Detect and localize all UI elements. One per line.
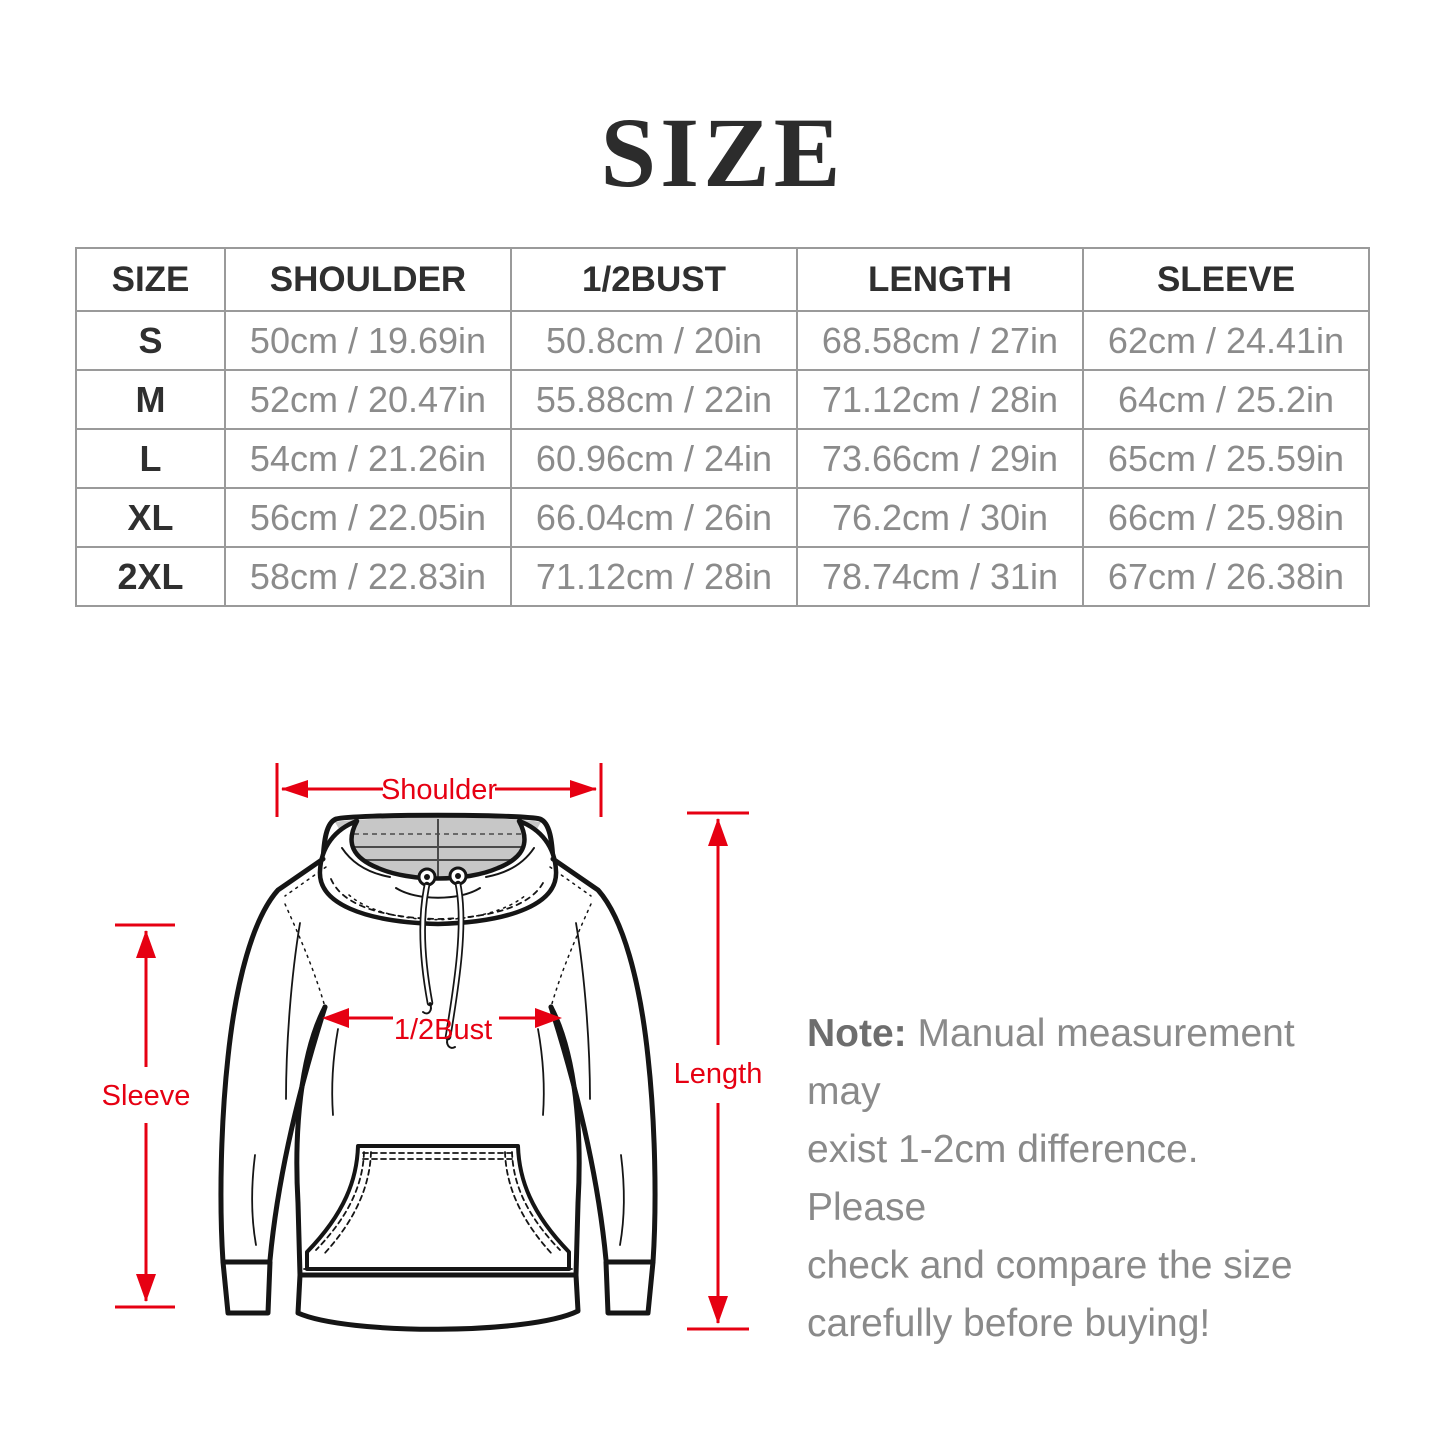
size-cell: S [75, 310, 226, 371]
measurement-cell: 71.12cm / 28in [796, 369, 1084, 430]
drawstrings [419, 880, 465, 1049]
size-cell: L [75, 428, 226, 489]
measurement-cell: 66.04cm / 26in [510, 487, 798, 548]
hood-interior [335, 817, 541, 882]
note-label: Note: [807, 1012, 907, 1055]
measurement-cell: 65cm / 25.59in [1082, 428, 1370, 489]
measurement-cell: 78.74cm / 31in [796, 546, 1084, 607]
table-row: 2XL 58cm / 22.83in 71.12cm / 28in 78.74cm /… [75, 546, 1370, 607]
size-table-body: S 50cm / 19.69in 50.8cm / 20in 68.58cm / 27… [75, 310, 1370, 607]
size-table-header-row: SIZE SHOULDER 1/2BUST LENGTH SLEEVE [75, 247, 1370, 312]
column-header: SIZE [75, 247, 226, 312]
table-row: M 52cm / 20.47in 55.88cm / 22in 71.12cm / 2… [75, 369, 1370, 430]
column-header: SHOULDER [224, 247, 512, 312]
measurement-cell: 67cm / 26.38in [1082, 546, 1370, 607]
hem-band [295, 1268, 581, 1332]
measurement-cell: 52cm / 20.47in [224, 369, 512, 430]
size-cell: XL [75, 487, 226, 548]
measurement-cell: 64cm / 25.2in [1082, 369, 1370, 430]
measurement-cell: 50.8cm / 20in [510, 310, 798, 371]
table-row: L 54cm / 21.26in 60.96cm / 24in 73.66cm / 2… [75, 428, 1370, 489]
page-title: SIZE [600, 97, 845, 208]
length-arrow-label: Length [674, 1058, 763, 1090]
half-bust-arrow: 1/2Bust [322, 1008, 562, 1046]
sleeve-arrow-label: Sleeve [102, 1080, 191, 1112]
measurement-cell: 62cm / 24.41in [1082, 310, 1370, 371]
sleeve-cuffs [220, 1259, 656, 1316]
kangaroo-pocket [305, 1144, 571, 1271]
measurement-cell: 73.66cm / 29in [796, 428, 1084, 489]
size-cell: M [75, 369, 226, 430]
size-cell: 2XL [75, 546, 226, 607]
length-arrow: Length [674, 811, 763, 1331]
hoodie-measurement-diagram: Shoulder 1/2Bust Sleeve [102, 763, 763, 1332]
measurement-cell: 55.88cm / 22in [510, 369, 798, 430]
measurement-cell: 54cm / 21.26in [224, 428, 512, 489]
shoulder-arrow: Shoulder [275, 763, 603, 817]
measurement-cell: 56cm / 22.05in [224, 487, 512, 548]
collar-fold-creases [330, 847, 546, 921]
column-header: LENGTH [796, 247, 1084, 312]
measurement-cell: 68.58cm / 27in [796, 310, 1084, 371]
hood-outline [320, 812, 556, 864]
measurement-cell: 71.12cm / 28in [510, 546, 798, 607]
measurement-cell: 66cm / 25.98in [1082, 487, 1370, 548]
column-header: SLEEVE [1082, 247, 1370, 312]
hood-collar [317, 818, 559, 927]
column-header: 1/2BUST [510, 247, 798, 312]
sleeve-arrow: Sleeve [102, 923, 191, 1309]
measurement-annotations: Shoulder 1/2Bust Sleeve [102, 763, 763, 1331]
body-and-sleeves [218, 856, 658, 1278]
measurement-cell: 50cm / 19.69in [224, 310, 512, 371]
half-bust-arrow-label: 1/2Bust [394, 1014, 492, 1046]
measurement-cell: 60.96cm / 24in [510, 428, 798, 489]
measurement-cell: 58cm / 22.83in [224, 546, 512, 607]
table-row: XL 56cm / 22.05in 66.04cm / 26in 76.2cm / 3… [75, 487, 1370, 548]
measurement-cell: 76.2cm / 30in [796, 487, 1084, 548]
table-row: S 50cm / 19.69in 50.8cm / 20in 68.58cm / 27… [75, 310, 1370, 371]
shoulder-arrow-label: Shoulder [381, 774, 497, 806]
hoodie-drawing [218, 812, 658, 1332]
size-table: SIZE SHOULDER 1/2BUST LENGTH SLEEVE S 50cm / … [75, 247, 1370, 607]
note-text: Note: Manual measurement may exist 1-2cm… [807, 1012, 1295, 1345]
